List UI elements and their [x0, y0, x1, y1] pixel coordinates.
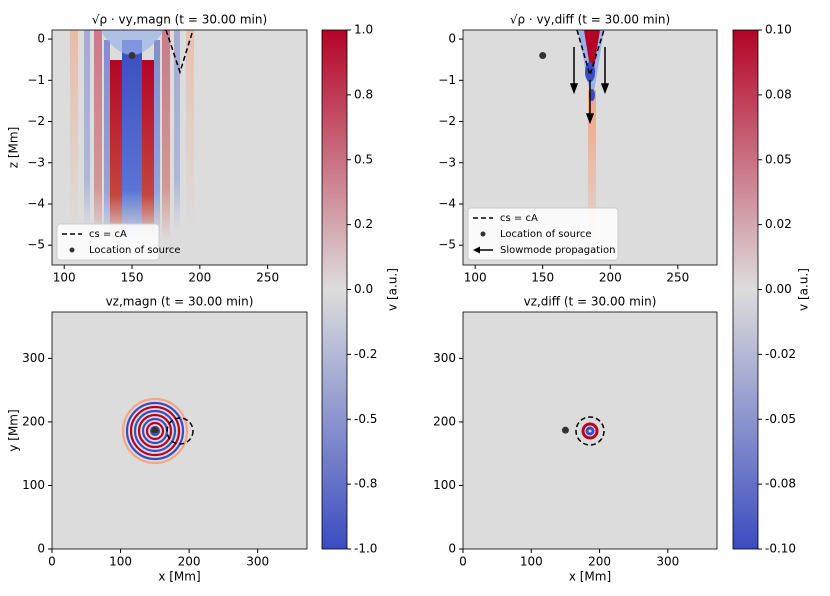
legend-label: cs = cA — [500, 213, 538, 224]
y-tick-label: −1 — [438, 73, 456, 87]
y-tick-label: −3 — [27, 155, 45, 169]
colorbar-tick-label: -0.5 — [354, 412, 377, 426]
colorbar-tick-label: -0.02 — [765, 347, 796, 361]
colorbar-tick-label: -0.2 — [354, 347, 377, 361]
panel-title: vz,diff (t = 30.00 min) — [524, 295, 657, 309]
source-point — [561, 426, 569, 434]
x-tick-label: 0 — [48, 555, 56, 569]
legend-swatch — [69, 247, 75, 253]
legend: cs = cA Location of source — [56, 223, 181, 261]
legend: cs = cA Location of source Slowmode propag… — [467, 207, 619, 261]
axes-frame — [462, 311, 718, 550]
legend-label: Location of source — [89, 245, 181, 256]
y-tick-label: 300 — [433, 351, 456, 365]
x-tick-label: 150 — [531, 271, 554, 285]
y-tick-label: 100 — [433, 478, 456, 492]
y-tick-label: 0 — [37, 542, 45, 556]
legend-box — [467, 207, 619, 261]
y-tick-label: 100 — [22, 478, 45, 492]
x-tick-label: 250 — [256, 271, 279, 285]
colorbar — [732, 29, 759, 550]
colorbar-tick-label: 0.8 — [354, 87, 373, 101]
colorbar-tick-label: 0.10 — [765, 23, 792, 37]
x-tick-label: 100 — [109, 555, 132, 569]
x-tick-label: 300 — [246, 555, 269, 569]
colorbar-tick-label: -0.10 — [765, 542, 796, 556]
source-point — [151, 426, 159, 434]
colorbar-label: v [a.u.] — [797, 268, 811, 311]
y-tick-label: −4 — [438, 196, 456, 210]
y-tick-label: 0 — [448, 32, 456, 46]
colorbar — [321, 29, 348, 550]
y-tick-label: −4 — [27, 196, 45, 210]
field-pattern — [70, 30, 194, 240]
panel-title: √ρ · vy,magn (t = 30.00 min) — [92, 13, 267, 27]
y-tick-label: −3 — [438, 155, 456, 169]
axes-frame — [51, 29, 308, 266]
y-tick-label: 200 — [433, 414, 456, 428]
colorbar-label: v [a.u.] — [386, 268, 400, 311]
colorbar-tick-label: -0.08 — [765, 477, 796, 491]
x-tick-label: 0 — [459, 555, 467, 569]
propagation-arrows — [569, 47, 610, 125]
y-axis-label: z [Mm] — [7, 127, 21, 169]
x-tick-label: 150 — [121, 271, 144, 285]
colorbar-tick-label: 0.5 — [354, 152, 373, 166]
x-tick-label: 300 — [656, 555, 679, 569]
x-axis-label: x [Mm] — [569, 570, 611, 584]
legend-label: Slowmode propagation — [500, 245, 615, 256]
x-tick-label: 200 — [178, 555, 201, 569]
x-axis-label: x [Mm] — [158, 570, 200, 584]
panel-title: vz,magn (t = 30.00 min) — [106, 295, 254, 309]
colorbar-tick-label: 1.0 — [354, 23, 373, 37]
y-tick-label: 300 — [22, 351, 45, 365]
axes-frame — [51, 311, 308, 550]
y-axis-label: y [Mm] — [7, 409, 21, 451]
colorbar-tick-label: 0.00 — [765, 282, 792, 296]
colorbar-tick-label: 0.2 — [354, 217, 373, 231]
colorbar-tick-label: 0.05 — [765, 152, 792, 166]
legend-box — [56, 223, 160, 261]
x-tick-label: 100 — [464, 271, 487, 285]
panel-title: √ρ · vy,diff (t = 30.00 min) — [510, 13, 670, 27]
y-tick-label: 0 — [448, 542, 456, 556]
x-tick-label: 200 — [599, 271, 622, 285]
x-tick-label: 100 — [53, 271, 76, 285]
colorbar-tick-label: 0.0 — [354, 282, 373, 296]
legend-swatch — [480, 231, 486, 237]
source-point — [539, 52, 547, 60]
y-tick-label: −5 — [438, 238, 456, 252]
colorbar-tick-label: -0.8 — [354, 477, 377, 491]
x-tick-label: 200 — [588, 555, 611, 569]
x-tick-label: 100 — [520, 555, 543, 569]
colorbar-tick-label: -0.05 — [765, 412, 796, 426]
x-tick-label: 200 — [188, 271, 211, 285]
y-tick-label: 200 — [22, 414, 45, 428]
legend-label: Location of source — [500, 229, 592, 240]
y-tick-label: −2 — [438, 114, 456, 128]
y-tick-label: −5 — [27, 238, 45, 252]
x-tick-label: 250 — [666, 271, 689, 285]
colorbar-tick-label: 0.08 — [765, 87, 792, 101]
y-tick-label: 0 — [37, 32, 45, 46]
axes-frame — [462, 29, 718, 266]
legend-swatch — [473, 246, 480, 254]
legend-label: cs = cA — [89, 229, 127, 240]
colorbar-tick-label: -1.0 — [354, 542, 377, 556]
y-tick-label: −2 — [27, 114, 45, 128]
y-tick-label: −1 — [27, 73, 45, 87]
source-point — [128, 52, 136, 60]
field-pattern — [121, 397, 605, 465]
colorbar-tick-label: 0.02 — [765, 217, 792, 231]
